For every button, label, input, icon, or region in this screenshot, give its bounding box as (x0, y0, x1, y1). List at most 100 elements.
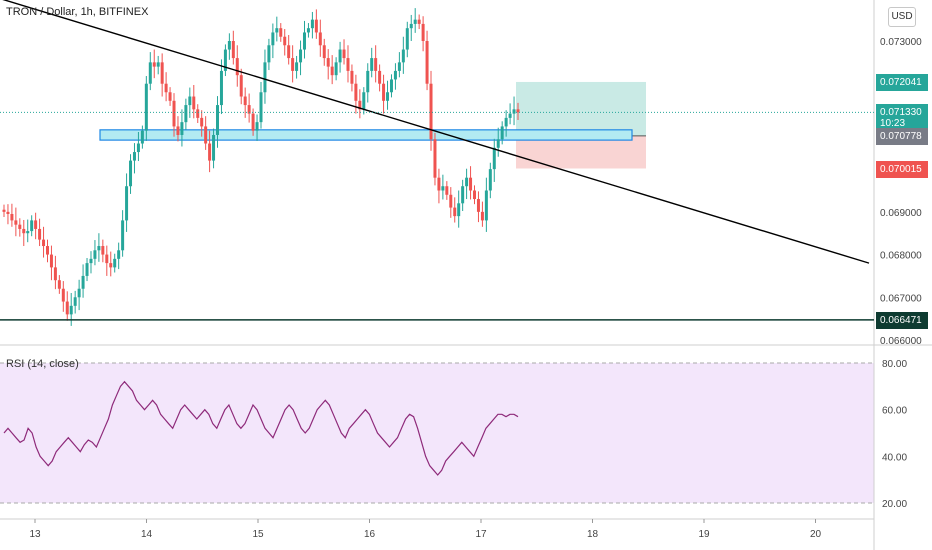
candle-body (480, 211, 484, 221)
time-tick-label: 13 (29, 529, 41, 540)
time-tick-label: 17 (475, 529, 487, 540)
candle-body (212, 134, 216, 161)
candle-body (227, 41, 231, 50)
candle-body (69, 305, 73, 315)
candle-body (291, 58, 295, 71)
price-tag-stop-loss: 0.070015 (876, 160, 928, 178)
candle-body (362, 92, 366, 110)
rsi-tick-label: 60.00 (882, 406, 907, 417)
candle-body (310, 19, 314, 29)
tag-value: 0.066471 (880, 314, 922, 326)
price-tag-support: 0.066471 (876, 311, 928, 329)
candle-body (417, 19, 421, 24)
price-tag-entry: 0.070778 (876, 127, 928, 145)
candle-body (401, 49, 405, 63)
candle-body (397, 62, 401, 71)
candle-body (144, 83, 148, 131)
tag-value: 0.070778 (880, 130, 922, 142)
tag-countdown: 10:23 (880, 118, 906, 130)
rsi-band-fill (0, 363, 874, 503)
candle-body (433, 139, 437, 178)
demand-zone-rect (99, 129, 633, 141)
candle-body (386, 92, 390, 101)
candle-body (389, 79, 393, 93)
candle-body (160, 62, 164, 84)
candle-body (26, 231, 30, 234)
price-tick-label: 0.073000 (880, 37, 922, 48)
candle-body (152, 62, 156, 67)
candle-body (101, 246, 105, 255)
candle-body (370, 58, 374, 71)
candle-body (129, 160, 133, 187)
candle-body (42, 239, 46, 247)
stop-loss-area (516, 135, 646, 169)
candle-body (283, 36, 287, 46)
candle-body (148, 62, 152, 84)
candle-body (117, 250, 121, 259)
candle-body (409, 23, 413, 29)
candle-body (330, 66, 334, 76)
candle-body (136, 143, 140, 153)
candle-body (429, 83, 433, 140)
candle-body (247, 105, 251, 114)
time-tick-label: 16 (364, 529, 376, 540)
candle-body (405, 28, 409, 50)
price-tag-take-profit: 0.072041 (876, 73, 928, 91)
candle-body (295, 62, 299, 71)
candle-body (354, 83, 358, 101)
candle-body (243, 96, 247, 106)
candle-body (299, 49, 303, 63)
candle-body (65, 301, 69, 315)
candle-body (168, 92, 172, 101)
candle-body (504, 117, 508, 127)
candle-body (208, 143, 212, 161)
rsi-label: RSI (14, close) (6, 358, 79, 370)
candle-body (200, 117, 204, 127)
candle-body (271, 32, 275, 46)
candle-body (287, 45, 291, 59)
demand-zone[interactable] (99, 129, 633, 141)
rsi-tick-label: 40.00 (882, 452, 907, 463)
candle-body (77, 288, 81, 298)
candle-body (358, 100, 362, 110)
candle-body (366, 70, 370, 93)
candle-body (476, 199, 480, 212)
candle-body (180, 122, 184, 135)
price-tick-label: 0.069000 (880, 208, 922, 219)
candle-body (18, 224, 22, 229)
candle-body (109, 263, 113, 268)
candle-body (125, 186, 129, 221)
candle-body (457, 203, 461, 217)
candle-body (326, 58, 330, 67)
candle-body (342, 49, 346, 59)
candle-body (176, 126, 180, 135)
candle-body (121, 220, 125, 251)
candle-body (6, 211, 10, 214)
candle-body (421, 23, 425, 41)
candle-body (453, 207, 457, 217)
candle-body (350, 70, 354, 84)
candle-body (322, 45, 326, 59)
candle-body (196, 109, 200, 118)
candle-body (251, 113, 255, 131)
candle-body (216, 105, 220, 135)
trendline-group[interactable] (0, 0, 870, 264)
candle-body (425, 41, 429, 84)
candle-body (449, 194, 453, 208)
time-tick-label: 19 (698, 529, 710, 540)
candle-body (61, 288, 65, 302)
candle-body (81, 275, 85, 289)
currency-button[interactable]: USD (888, 7, 916, 27)
candle-body (34, 220, 38, 229)
price-tick-label: 0.067000 (880, 293, 922, 304)
candle-body (188, 96, 192, 106)
candle-body (393, 70, 397, 80)
candle-body (85, 263, 89, 276)
tag-value: 0.072041 (880, 76, 922, 88)
position-tool[interactable] (516, 81, 646, 169)
candle-body (314, 19, 318, 33)
tag-value: 0.071330 (880, 107, 922, 119)
candle-body (512, 109, 516, 114)
